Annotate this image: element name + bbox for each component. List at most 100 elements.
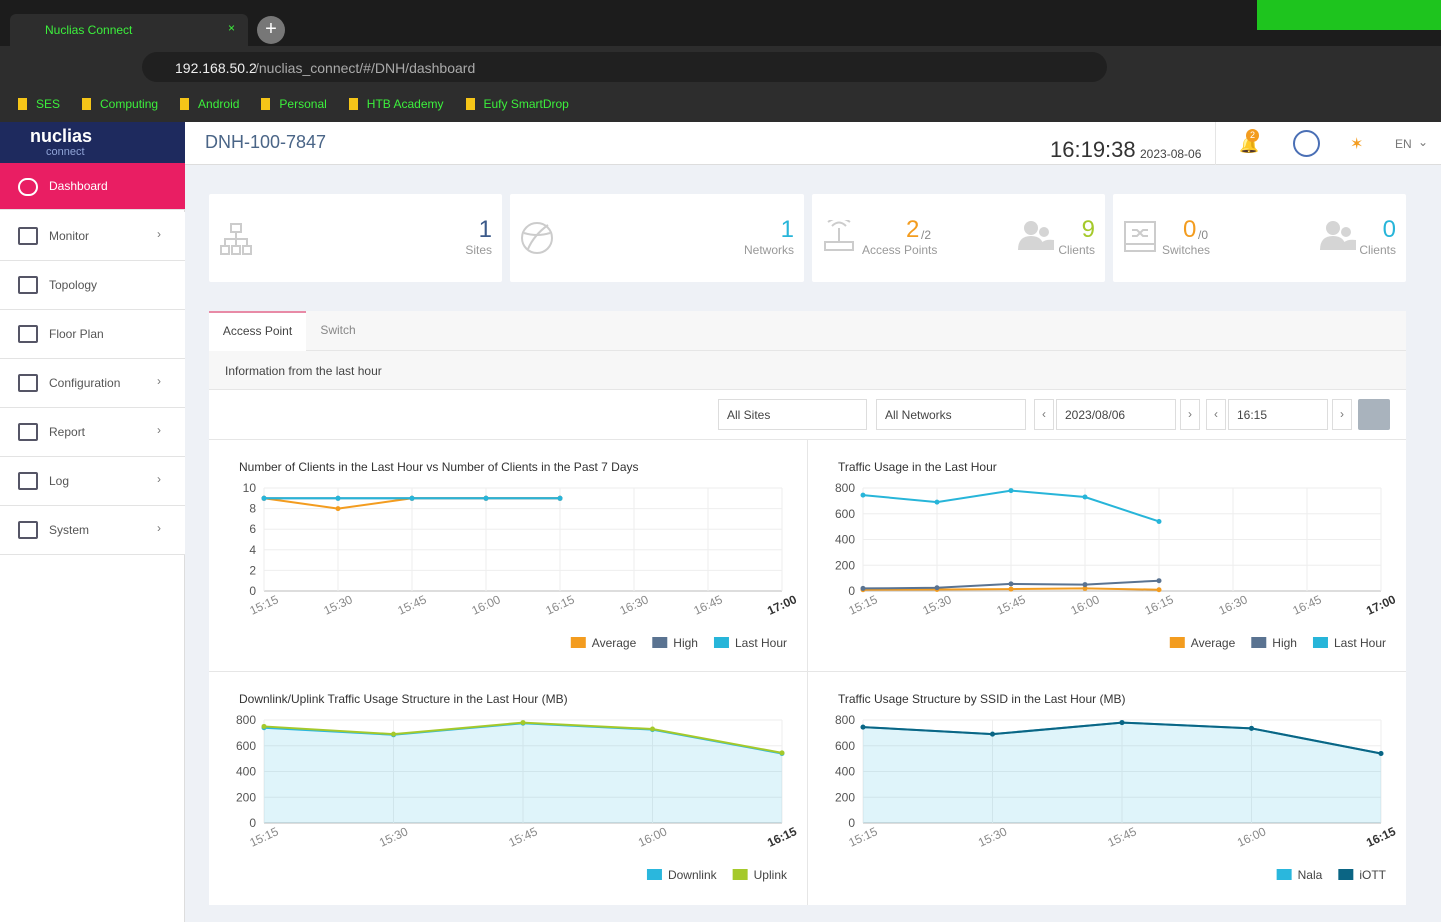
- legend-swatch: [713, 637, 729, 648]
- menu-icon: [18, 472, 38, 490]
- card-label: Access Points: [862, 243, 938, 257]
- chart-title: Traffic Usage in the Last Hour: [838, 460, 997, 474]
- bookmark[interactable]: Android: [180, 97, 240, 111]
- legend-label: Uplink: [754, 868, 788, 882]
- menu-item[interactable]: Configuration ›: [0, 359, 185, 408]
- chevron: ›: [157, 374, 161, 388]
- tab-close[interactable]: ×: [228, 21, 236, 35]
- point: [934, 499, 940, 505]
- menu-label: Topology: [49, 278, 98, 292]
- x-tick-label: 16:30: [1216, 592, 1249, 618]
- y-tick-label: 200: [835, 558, 855, 572]
- x-tick-label: 16:15: [1142, 592, 1175, 618]
- tab-switch[interactable]: Switch: [320, 323, 356, 337]
- point: [1082, 585, 1088, 591]
- card-networks: 1 Networks: [510, 194, 804, 282]
- x-tick-label: 15:45: [395, 592, 428, 618]
- menu-item[interactable]: System ›: [0, 506, 185, 555]
- point: [261, 723, 267, 729]
- card-value: 1: [478, 216, 492, 243]
- legend-label: iOTT: [1359, 868, 1386, 882]
- legend-swatch: [1338, 869, 1354, 880]
- network-select[interactable]: All Networks: [876, 399, 1026, 430]
- x-tick-label: 16:15: [543, 592, 576, 618]
- point: [1008, 581, 1014, 587]
- menu-label: Log: [49, 474, 70, 488]
- menu-icon: [18, 325, 38, 343]
- chevron: ›: [157, 227, 161, 241]
- y-tick-label: 600: [835, 507, 855, 521]
- x-tick-label: 16:15: [1364, 824, 1398, 850]
- card-label: Sites: [465, 243, 492, 257]
- divider: [1215, 122, 1216, 165]
- menu-item[interactable]: Dashboard: [0, 163, 185, 210]
- tab-title: Nuclias Connect: [45, 23, 133, 37]
- point: [335, 506, 341, 512]
- time-select[interactable]: 16:15: [1228, 399, 1328, 430]
- card-total: /0: [1198, 228, 1209, 242]
- x-tick-label: 16:45: [691, 592, 724, 618]
- card-clients-label: Clients: [1058, 243, 1095, 257]
- chart: Number of Clients in the Last Hour vs Nu…: [239, 460, 799, 650]
- logo: nuclias connect: [0, 122, 185, 163]
- chart: Traffic Usage Structure by SSID in the L…: [835, 692, 1398, 882]
- window-controls[interactable]: [1257, 0, 1441, 30]
- x-tick-label: 16:15: [765, 824, 799, 850]
- menu-label: System: [49, 523, 90, 537]
- bookmark[interactable]: SES: [18, 97, 61, 111]
- notification-badge: 2: [1246, 129, 1259, 142]
- url-path: /nuclias_connect/#/DNH/dashboard: [255, 60, 476, 76]
- x-tick-label: 17:00: [765, 592, 799, 618]
- menu-item[interactable]: Log ›: [0, 457, 185, 506]
- next-date[interactable]: ›: [1180, 399, 1200, 430]
- tab-access-point[interactable]: Access Point: [209, 311, 306, 352]
- wizard[interactable]: ✶: [1350, 136, 1364, 153]
- new-tab[interactable]: +: [257, 16, 285, 44]
- y-tick-label: 0: [848, 816, 855, 830]
- card-switches: 0 /0 Switches 0 Clients: [1113, 194, 1406, 282]
- legend-label: High: [673, 636, 698, 650]
- chart: Downlink/Uplink Traffic Usage Structure …: [236, 692, 799, 882]
- card-label: Switches: [1162, 243, 1211, 257]
- chevron: ›: [157, 521, 161, 535]
- menu-item[interactable]: Monitor ›: [0, 212, 185, 261]
- point: [1008, 488, 1014, 494]
- point: [1082, 582, 1088, 588]
- date-select[interactable]: 2023/08/06: [1056, 399, 1176, 430]
- y-tick-label: 2: [249, 563, 256, 577]
- device-name: DNH-100-7847: [205, 132, 327, 152]
- area: [264, 723, 782, 823]
- point: [1156, 587, 1162, 593]
- browser-chrome: Nuclias Connect × + 192.168.50.2 /nuclia…: [0, 0, 1441, 122]
- prev-date[interactable]: ‹: [1034, 399, 1054, 430]
- search-button[interactable]: [1358, 399, 1390, 430]
- card-clients: 9: [1081, 216, 1095, 243]
- chart: Traffic Usage in the Last Hour 0 200 400 600…: [835, 460, 1398, 650]
- bookmark[interactable]: Eufy SmartDrop: [465, 97, 569, 111]
- legend-swatch: [732, 869, 748, 880]
- x-tick-label: 16:00: [469, 592, 502, 618]
- bookmarks-bar: SES Computing Android Personal HTB Academy Eu…: [0, 86, 1441, 122]
- language[interactable]: EN: [1395, 137, 1412, 151]
- next-time[interactable]: ›: [1332, 399, 1352, 430]
- menu-item[interactable]: Floor Plan: [0, 310, 185, 359]
- legend-label: Nala: [1298, 868, 1323, 882]
- url-host: 192.168.50.2: [175, 60, 257, 76]
- site-select[interactable]: All Sites: [718, 399, 867, 430]
- x-tick-label: 15:30: [920, 592, 953, 618]
- menu-item[interactable]: Topology: [0, 261, 185, 310]
- point: [520, 720, 526, 726]
- bookmark[interactable]: Computing: [82, 97, 159, 111]
- avatar[interactable]: [1293, 130, 1320, 157]
- menu-item[interactable]: Report ›: [0, 408, 185, 457]
- address-bar[interactable]: 192.168.50.2 /nuclias_connect/#/DNH/dash…: [142, 52, 1107, 82]
- tab[interactable]: Nuclias Connect ×: [10, 14, 248, 46]
- bookmark[interactable]: Personal: [261, 97, 327, 111]
- header: DNH-100-7847 16:19:38 2023-08-06 🔔 2 ✶ E…: [185, 122, 1441, 165]
- menu-label: Configuration: [49, 376, 121, 390]
- x-tick-label: 15:30: [976, 824, 1009, 850]
- legend-label: Last Hour: [735, 636, 787, 650]
- point: [1082, 494, 1088, 500]
- bookmark[interactable]: HTB Academy: [348, 97, 444, 111]
- prev-time[interactable]: ‹: [1206, 399, 1226, 430]
